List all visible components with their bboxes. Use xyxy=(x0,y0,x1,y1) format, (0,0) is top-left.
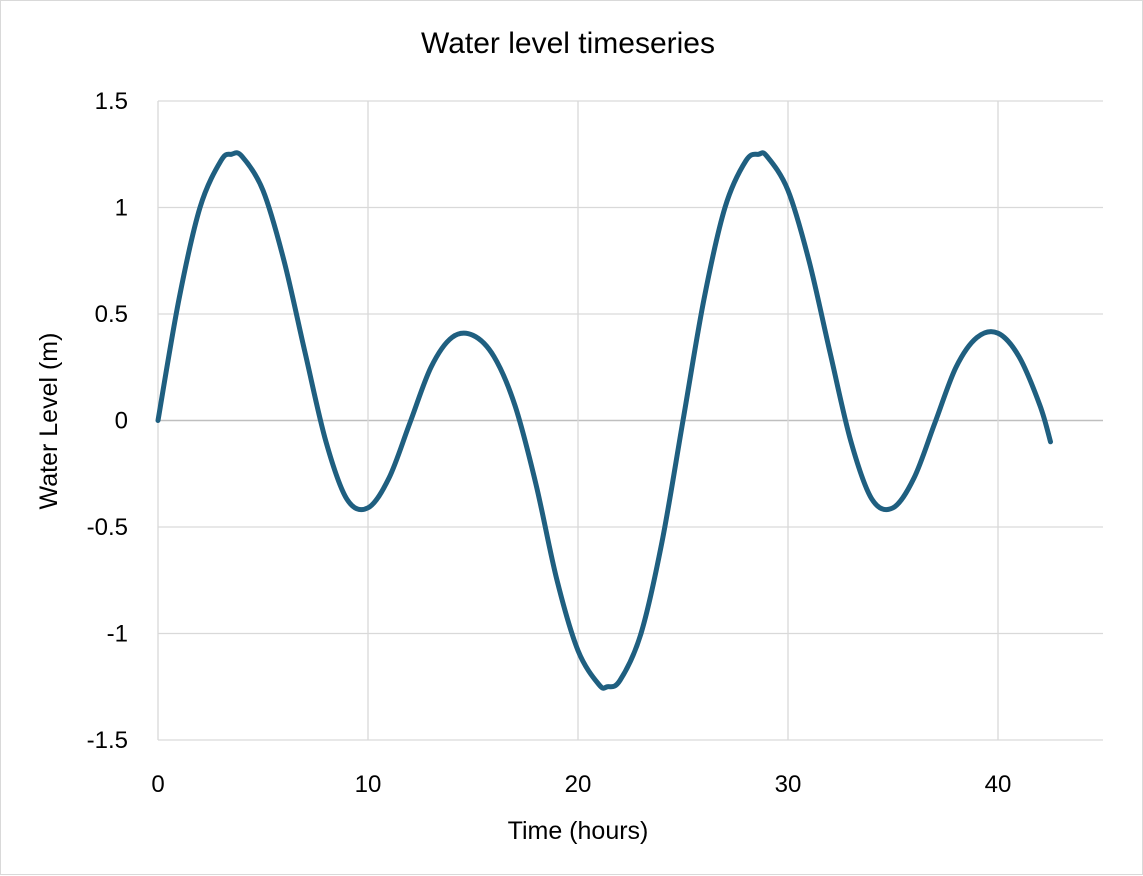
y-tick-label: 0.5 xyxy=(95,301,128,328)
y-tick-label: 1.5 xyxy=(95,88,128,115)
x-tick-label: 20 xyxy=(565,771,592,798)
y-tick-label: 0 xyxy=(115,408,128,435)
x-tick-label: 40 xyxy=(985,771,1012,798)
x-axis-title: Time (hours) xyxy=(508,817,649,845)
y-tick-label: -1 xyxy=(107,621,128,648)
chart-title: Water level timeseries xyxy=(421,27,715,60)
series-layer xyxy=(155,150,1053,691)
tick-labels: 1.5 1 0.5 0 -0.5 -1 -1.5 0 10 20 30 40 xyxy=(87,88,1012,798)
y-tick-label: -0.5 xyxy=(87,514,128,541)
gridlines xyxy=(157,100,1103,741)
x-tick-label: 30 xyxy=(775,771,802,798)
y-tick-label: 1 xyxy=(115,195,128,222)
y-axis-title: Water Level (m) xyxy=(35,333,63,510)
y-tick-label: -1.5 xyxy=(87,727,128,754)
x-tick-label: 0 xyxy=(151,771,164,798)
x-tick-label: 10 xyxy=(355,771,382,798)
water-level-series-line xyxy=(155,150,1053,691)
